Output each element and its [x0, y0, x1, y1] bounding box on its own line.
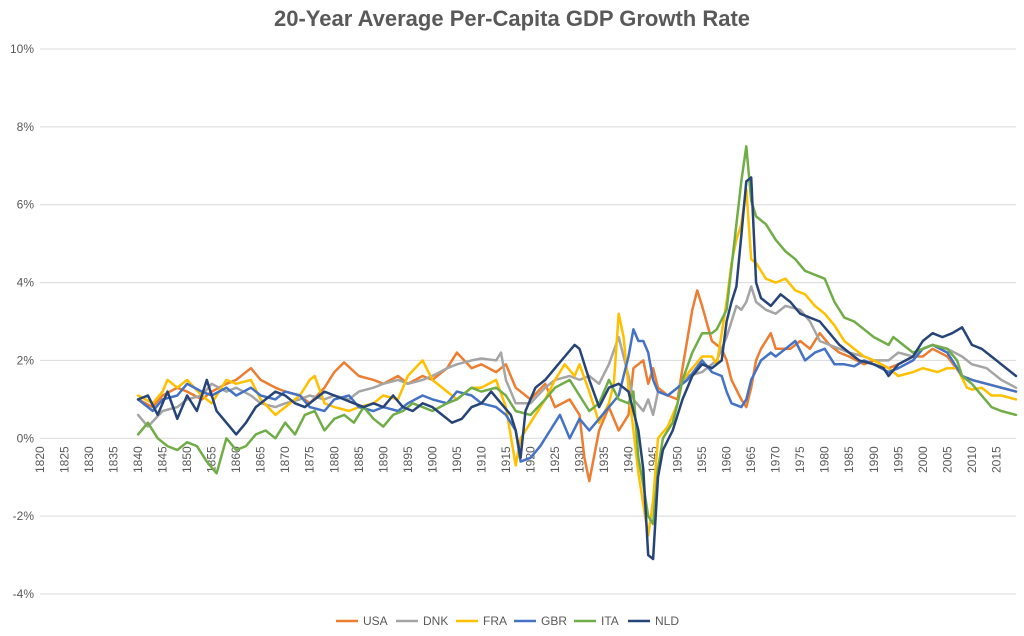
x-tick-label: 1950 — [671, 446, 685, 473]
y-tick-label: 6% — [17, 198, 35, 212]
x-tick-label: 1880 — [327, 446, 341, 473]
legend-label-usa: USA — [363, 614, 388, 628]
legend-label-nld: NLD — [655, 614, 679, 628]
y-tick-label: 10% — [10, 42, 34, 56]
x-tick-label: 1835 — [107, 446, 121, 473]
x-tick-label: 1960 — [720, 446, 734, 473]
legend: USA DNK FRA GBR ITA NLD — [336, 614, 679, 628]
x-tick-label: 1875 — [303, 446, 317, 473]
x-tick-label: 1850 — [180, 446, 194, 473]
x-tick-label: 1885 — [352, 446, 366, 473]
y-tick-label: -2% — [13, 509, 35, 523]
x-tick-label: 1990 — [867, 446, 881, 473]
y-tick-label: 0% — [17, 431, 35, 445]
x-tick-label: 1860 — [229, 446, 243, 473]
y-tick-label: 8% — [17, 120, 35, 134]
x-tick-label: 1975 — [793, 446, 807, 473]
legend-label-fra: FRA — [483, 614, 507, 628]
y-tick-label: 4% — [17, 276, 35, 290]
x-tick-label: 1965 — [744, 446, 758, 473]
legend-label-ita: ITA — [601, 614, 619, 628]
legend-label-gbr: GBR — [541, 614, 567, 628]
x-tick-label: 2010 — [965, 446, 979, 473]
y-tick-label: -4% — [13, 587, 35, 601]
x-tick-label: 1825 — [58, 446, 72, 473]
x-tick-label: 1855 — [205, 446, 219, 473]
series-line-dnk — [136, 285, 1018, 428]
x-tick-label: 2015 — [989, 446, 1003, 473]
series-line-fra — [136, 187, 1018, 537]
x-tick-label: 1995 — [891, 446, 905, 473]
x-tick-label: 1820 — [33, 446, 47, 473]
series-line-nld — [136, 176, 1018, 561]
series-lines — [136, 145, 1018, 561]
axes: -4% -2% 0% 2% 4% 6% 8% 10% 1820 1825 1830 1835 1840 1… — [10, 42, 1016, 601]
y-tick-label: 2% — [17, 353, 35, 367]
x-tick-label: 1865 — [254, 446, 268, 473]
x-tick-label: 1895 — [401, 446, 415, 473]
x-tick-label: 1935 — [597, 446, 611, 473]
x-tick-label: 2005 — [940, 446, 954, 473]
x-tick-label: 1955 — [695, 446, 709, 473]
x-tick-label: 1905 — [450, 446, 464, 473]
x-tick-label: 1910 — [474, 446, 488, 473]
x-tick-label: 1890 — [376, 446, 390, 473]
x-tick-label: 1870 — [278, 446, 292, 473]
series-line-gbr — [136, 328, 1018, 463]
x-tick-label: 1900 — [425, 446, 439, 473]
x-tick-label: 1925 — [548, 446, 562, 473]
x-tick-label: 1915 — [499, 446, 513, 473]
chart-title: 20-Year Average Per-Capita GDP Growth Ra… — [273, 6, 751, 31]
x-tick-label: 1980 — [818, 446, 832, 473]
x-tick-label: 1840 — [131, 446, 145, 473]
x-tick-label: 1830 — [82, 446, 96, 473]
x-tick-label: 1940 — [622, 446, 636, 473]
series-line-ita — [136, 145, 1018, 526]
x-tick-label: 2000 — [916, 446, 930, 473]
grid-lines — [40, 48, 1016, 595]
x-tick-label: 1985 — [842, 446, 856, 473]
x-tick-label: 1845 — [156, 446, 170, 473]
x-tick-label: 1970 — [769, 446, 783, 473]
legend-label-dnk: DNK — [423, 614, 448, 628]
